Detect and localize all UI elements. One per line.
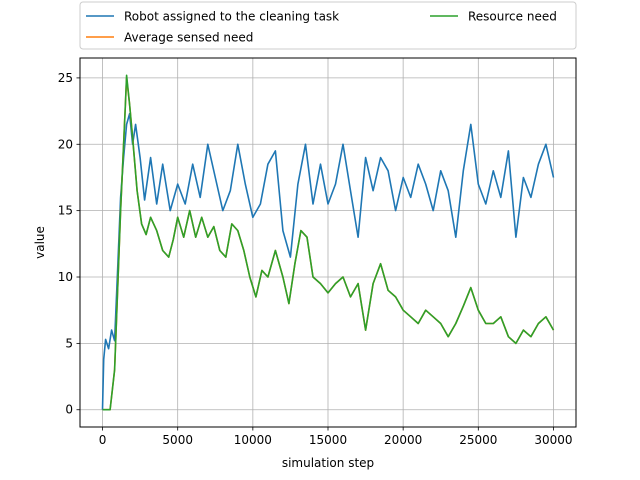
x-tick-label: 5000 bbox=[162, 433, 193, 447]
x-tick-label: 10000 bbox=[234, 433, 272, 447]
series-line-2 bbox=[102, 74, 555, 411]
y-tick-label: 0 bbox=[65, 403, 73, 417]
y-tick-label: 15 bbox=[58, 204, 73, 218]
y-tick-label: 10 bbox=[58, 270, 73, 284]
legend-label-average: Average sensed need bbox=[124, 31, 253, 45]
legend: Robot assigned to the cleaning task Aver… bbox=[79, 1, 577, 50]
grid-lines bbox=[80, 58, 576, 427]
axis-ticks: 0 5000 10000 15000 20000 25000 30000 0 5 10 15 20 25 bbox=[58, 71, 573, 447]
y-axis-label: value bbox=[33, 226, 47, 259]
legend-label-resource: Resource need bbox=[468, 10, 557, 24]
y-tick-label: 5 bbox=[65, 336, 73, 350]
y-tick-label: 20 bbox=[58, 137, 73, 151]
legend-label-robot: Robot assigned to the cleaning task bbox=[124, 10, 339, 24]
x-tick-label: 0 bbox=[99, 433, 107, 447]
x-tick-label: 25000 bbox=[459, 433, 497, 447]
legend-box bbox=[79, 1, 577, 50]
y-tick-label: 25 bbox=[58, 71, 73, 85]
x-tick-label: 20000 bbox=[384, 433, 422, 447]
x-tick-label: 30000 bbox=[534, 433, 572, 447]
series-line-0 bbox=[101, 112, 555, 410]
x-tick-label: 15000 bbox=[309, 433, 347, 447]
x-axis-label: simulation step bbox=[282, 456, 374, 470]
series-lines bbox=[101, 74, 555, 411]
